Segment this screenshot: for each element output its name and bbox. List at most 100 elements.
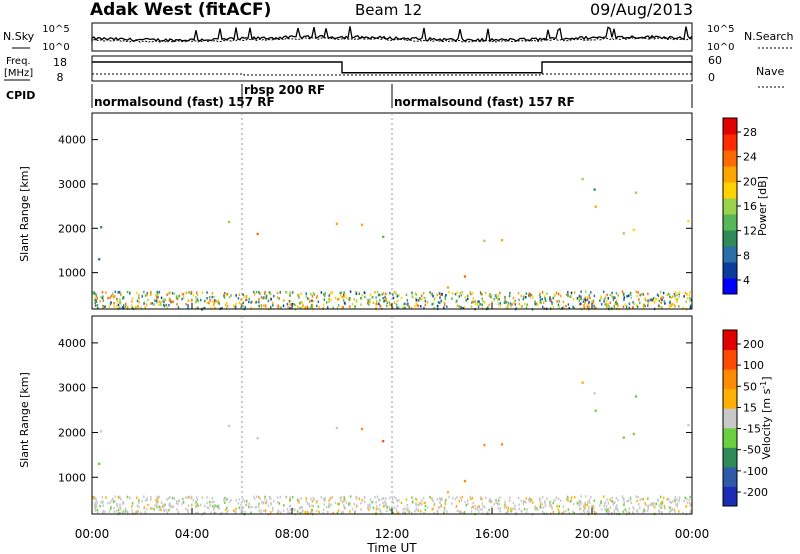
power-cell: [349, 290, 352, 293]
velocity-cell: [581, 381, 584, 384]
velocity-cell: [369, 505, 371, 509]
velocity-cell: [567, 499, 569, 503]
power-cell: [621, 290, 624, 293]
velocity-cell: [225, 498, 228, 501]
velocity-cell: [588, 506, 590, 509]
velocity-cell: [505, 505, 507, 509]
velocity-cell: [175, 500, 178, 503]
power-cell: [381, 293, 383, 296]
velocity-cell: [674, 499, 676, 503]
power-cell: [386, 304, 388, 308]
power-cell: [233, 304, 235, 307]
x-tick-label: 04:00: [175, 527, 210, 541]
velocity-cell: [147, 503, 149, 507]
velocity-cell: [160, 501, 163, 504]
velocity-cell: [101, 501, 104, 505]
power-cell: [98, 258, 101, 261]
velocity-cell: [458, 510, 460, 513]
power-cell: [276, 291, 279, 295]
velocity-cell: [675, 503, 677, 506]
power-cell: [395, 292, 397, 295]
velocity-cell: [385, 497, 387, 500]
power-cell: [689, 296, 691, 300]
velocity-cell: [263, 509, 265, 513]
power-cell: [541, 297, 543, 301]
power-cell: [623, 296, 625, 299]
velocity-cell: [349, 510, 351, 513]
power-cell: [546, 292, 548, 295]
velocity-cell: [461, 495, 464, 499]
power-cell: [158, 300, 161, 303]
power-cell: [291, 291, 294, 294]
power-cell: [463, 306, 466, 309]
velocity-cell: [382, 439, 385, 443]
power-cell: [525, 306, 528, 309]
power-cell: [588, 301, 590, 304]
power-cell: [499, 302, 502, 305]
velocity-cell: [544, 504, 547, 507]
power-cell: [97, 306, 99, 310]
velocity-cell: [131, 505, 133, 508]
colorbar-swatch: [723, 447, 737, 468]
power-cell: [584, 296, 587, 300]
power-cell: [408, 305, 410, 309]
power-cell: [338, 297, 340, 301]
power-cell: [607, 297, 609, 300]
power-cell: [340, 291, 342, 294]
velocity-cell: [490, 499, 493, 503]
colorbar-swatch: [723, 230, 737, 247]
velocity-cell: [488, 508, 490, 512]
velocity-cell: [676, 498, 678, 501]
power-cell: [603, 297, 606, 301]
power-cell: [250, 301, 252, 304]
velocity-cell: [395, 497, 397, 500]
power-cell: [433, 307, 435, 310]
velocity-cell: [336, 511, 339, 515]
velocity-cell: [190, 504, 193, 507]
velocity-cell: [439, 501, 441, 504]
velocity-cell: [674, 496, 677, 499]
power-cell: [143, 302, 145, 305]
velocity-cell: [360, 508, 362, 511]
colorbar-tick-label: 200: [743, 338, 764, 351]
power-cell: [396, 306, 398, 309]
power-cell: [156, 293, 159, 297]
power-cell: [118, 290, 121, 294]
power-cell: [258, 291, 260, 294]
velocity-cell: [605, 508, 607, 511]
velocity-cell: [102, 500, 104, 503]
power-cell: [131, 300, 133, 303]
power-cell: [244, 305, 246, 309]
velocity-cell: [389, 508, 391, 512]
velocity-cell: [339, 498, 342, 502]
power-cell: [94, 300, 97, 303]
power-cell: [423, 296, 426, 300]
power-cell: [644, 298, 647, 302]
freq-left-unit: [MHz]: [4, 68, 33, 79]
power-cell: [122, 296, 124, 299]
power-cell: [572, 305, 574, 308]
velocity-cell: [576, 502, 579, 505]
power-cell: [567, 303, 570, 306]
velocity-cell: [116, 504, 118, 507]
power-cell: [285, 290, 287, 294]
power-cell: [633, 302, 635, 306]
power-cell: [93, 292, 96, 295]
power-cell: [629, 291, 632, 295]
velocity-cell: [657, 499, 660, 502]
power-cell: [228, 220, 231, 224]
velocity-cell: [603, 502, 606, 506]
power-cell: [490, 294, 493, 298]
velocity-cell: [649, 503, 651, 507]
velocity-cell: [379, 503, 381, 507]
power-cell: [499, 291, 501, 295]
velocity-cell: [484, 496, 487, 499]
power-cell: [388, 301, 391, 304]
velocity-cell: [632, 506, 634, 509]
velocity-cell: [181, 502, 183, 506]
power-cell: [228, 295, 231, 299]
power-cell: [644, 304, 646, 308]
velocity-cell: [578, 507, 581, 511]
colorbar-tick-label: -50: [743, 444, 761, 457]
power-cell: [683, 295, 685, 298]
